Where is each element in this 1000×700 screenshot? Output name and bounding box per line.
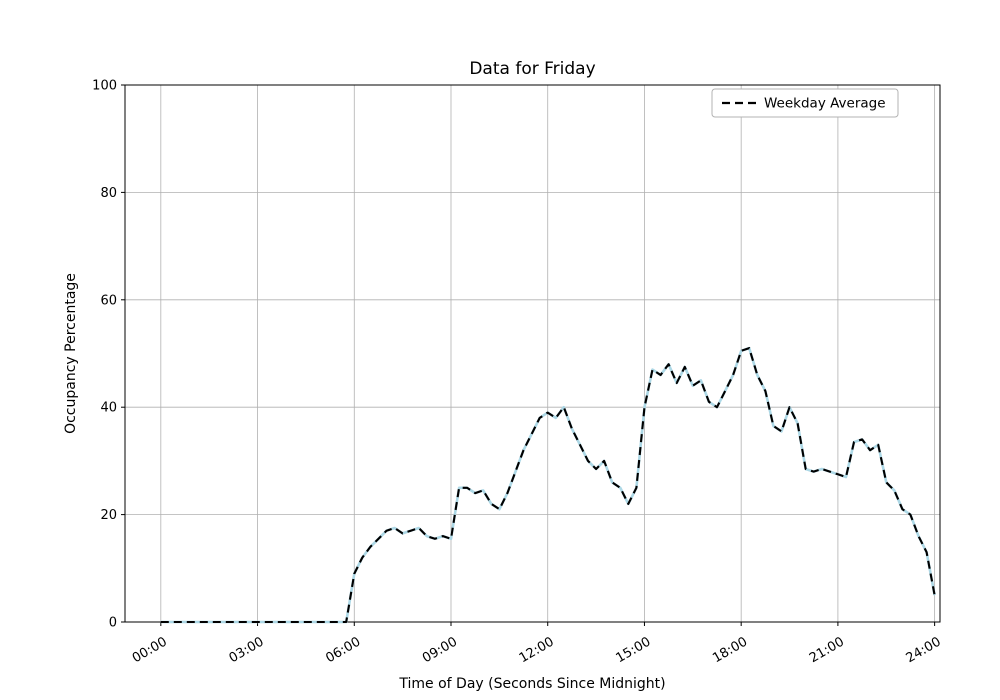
y-tick-label: 60 bbox=[100, 293, 117, 308]
y-axis-label: Occupancy Percentage bbox=[63, 273, 79, 434]
y-tick-label: 20 bbox=[100, 508, 117, 523]
x-tick-label: 18:00 bbox=[710, 634, 750, 666]
x-tick-label: 12:00 bbox=[517, 634, 557, 666]
legend-box bbox=[711, 88, 899, 118]
y-tick-label: 80 bbox=[100, 186, 117, 201]
y-tick-label: 100 bbox=[92, 79, 117, 94]
x-axis-label: Time of Day (Seconds Since Midnight) bbox=[398, 676, 665, 692]
legend-label: Weekday Average bbox=[764, 96, 886, 112]
x-tick-label: 00:00 bbox=[130, 634, 170, 666]
x-tick-label: 15:00 bbox=[614, 634, 654, 666]
x-tick-label: 03:00 bbox=[227, 634, 267, 666]
axes-frame bbox=[124, 84, 941, 623]
y-tick-label: 0 bbox=[109, 616, 117, 631]
x-tick-label: 24:00 bbox=[904, 634, 944, 666]
x-tick-label: 09:00 bbox=[420, 634, 460, 666]
chart-title: Data for Friday bbox=[469, 59, 595, 79]
x-tick-label: 06:00 bbox=[323, 634, 363, 666]
x-tick-label: 21:00 bbox=[807, 634, 847, 666]
y-tick-label: 40 bbox=[100, 401, 117, 416]
series-dashed-line bbox=[160, 347, 936, 624]
